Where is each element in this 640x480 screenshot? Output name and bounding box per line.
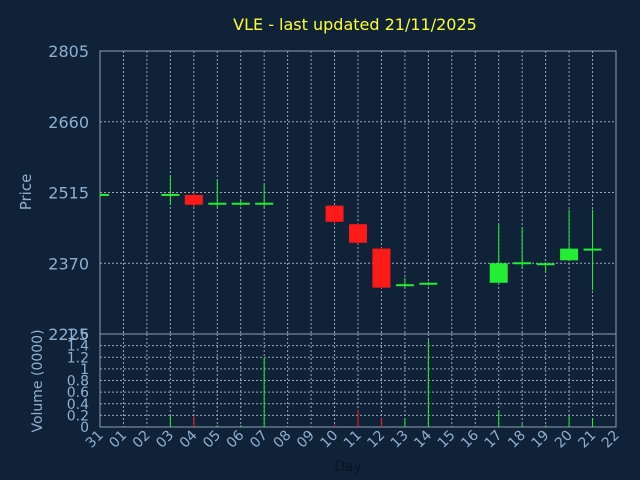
- chart-title: VLE - last updated 21/11/2025: [233, 15, 477, 34]
- candle-body: [100, 193, 109, 196]
- volume-tick-label: 0: [80, 420, 89, 436]
- candle-body: [161, 193, 180, 196]
- volume-tick-label: 1: [80, 362, 89, 378]
- price-tick-label: 2660: [48, 113, 89, 132]
- price-panel: 2805 2660 2515 2370 2225: [48, 42, 617, 344]
- candle-body: [536, 263, 555, 266]
- candle-body: [184, 194, 203, 205]
- candle-body: [560, 248, 579, 261]
- price-tick-label: 2515: [48, 184, 89, 203]
- volume-tick-label: 1.4: [67, 339, 89, 355]
- candle-body: [395, 284, 414, 287]
- candle-body: [372, 248, 391, 288]
- volume-tick-label: 0.4: [67, 397, 89, 413]
- day-axis-label: Day: [334, 459, 362, 475]
- candle-body: [255, 202, 274, 205]
- candle-body: [208, 202, 227, 205]
- price-tick-label: 2370: [48, 254, 89, 273]
- candle-body: [513, 262, 532, 265]
- candle-body: [325, 205, 344, 222]
- volume-tick-label: 1.2: [67, 350, 89, 366]
- candle-body: [489, 263, 508, 283]
- volume-axis-label: Volume (0000): [30, 329, 46, 432]
- price-tick-label: 2805: [48, 42, 89, 61]
- price-axis-label: Price: [17, 174, 35, 211]
- candle-body: [349, 224, 367, 243]
- price-tick-label: 2225: [48, 325, 89, 344]
- volume-tick-label: 0.6: [67, 385, 89, 401]
- candle-body: [231, 202, 250, 205]
- volume-tick-label: 0.2: [67, 408, 89, 424]
- candle-body: [419, 282, 438, 285]
- volume-tick-label: 0.8: [67, 374, 89, 390]
- volume-tick-label: 1.6: [67, 327, 89, 343]
- candle-body: [583, 248, 602, 251]
